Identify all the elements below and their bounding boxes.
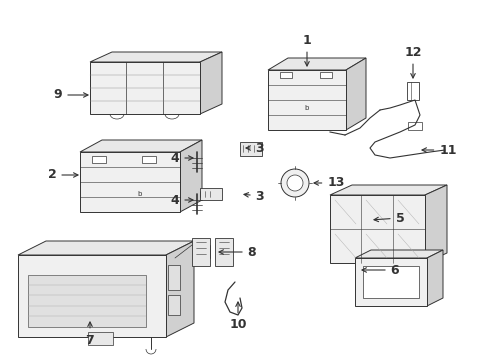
- Text: 11: 11: [421, 144, 456, 157]
- Bar: [18, 255, 165, 337]
- Polygon shape: [200, 188, 222, 200]
- Polygon shape: [354, 250, 442, 258]
- Polygon shape: [165, 241, 194, 337]
- Polygon shape: [424, 185, 446, 263]
- Bar: [28, 275, 146, 327]
- Bar: [168, 265, 180, 290]
- Polygon shape: [90, 52, 222, 62]
- Text: b: b: [138, 191, 142, 197]
- Polygon shape: [18, 241, 194, 255]
- Polygon shape: [88, 332, 113, 345]
- Text: 3: 3: [245, 141, 264, 154]
- Circle shape: [281, 169, 308, 197]
- Polygon shape: [80, 140, 202, 152]
- Bar: [319, 72, 331, 78]
- Polygon shape: [267, 58, 365, 70]
- Text: 1: 1: [302, 33, 311, 66]
- Bar: [142, 156, 156, 163]
- Text: 4: 4: [170, 194, 193, 207]
- Bar: [329, 195, 424, 263]
- Bar: [267, 70, 346, 130]
- Bar: [92, 156, 106, 163]
- Bar: [354, 258, 426, 306]
- Bar: [406, 82, 418, 100]
- Text: 4: 4: [170, 152, 193, 165]
- Circle shape: [286, 175, 303, 191]
- Bar: [362, 266, 418, 298]
- Polygon shape: [426, 250, 442, 306]
- Polygon shape: [346, 58, 365, 130]
- Bar: [80, 152, 180, 212]
- Bar: [215, 238, 232, 266]
- Polygon shape: [240, 142, 262, 156]
- Text: b: b: [304, 105, 308, 111]
- Text: 9: 9: [54, 89, 88, 102]
- Text: 6: 6: [361, 264, 399, 276]
- Bar: [407, 122, 421, 130]
- Polygon shape: [329, 185, 446, 195]
- Text: 10: 10: [229, 302, 246, 332]
- Text: 3: 3: [244, 189, 264, 202]
- Text: 13: 13: [313, 176, 344, 189]
- Bar: [192, 238, 209, 266]
- Text: 7: 7: [85, 322, 94, 346]
- Polygon shape: [180, 140, 202, 212]
- Text: 8: 8: [219, 246, 256, 258]
- Bar: [168, 295, 180, 315]
- Text: 2: 2: [47, 168, 78, 181]
- Bar: [280, 72, 291, 78]
- Text: 12: 12: [404, 45, 421, 78]
- Polygon shape: [200, 52, 222, 114]
- Text: 5: 5: [373, 211, 404, 225]
- Bar: [90, 62, 200, 114]
